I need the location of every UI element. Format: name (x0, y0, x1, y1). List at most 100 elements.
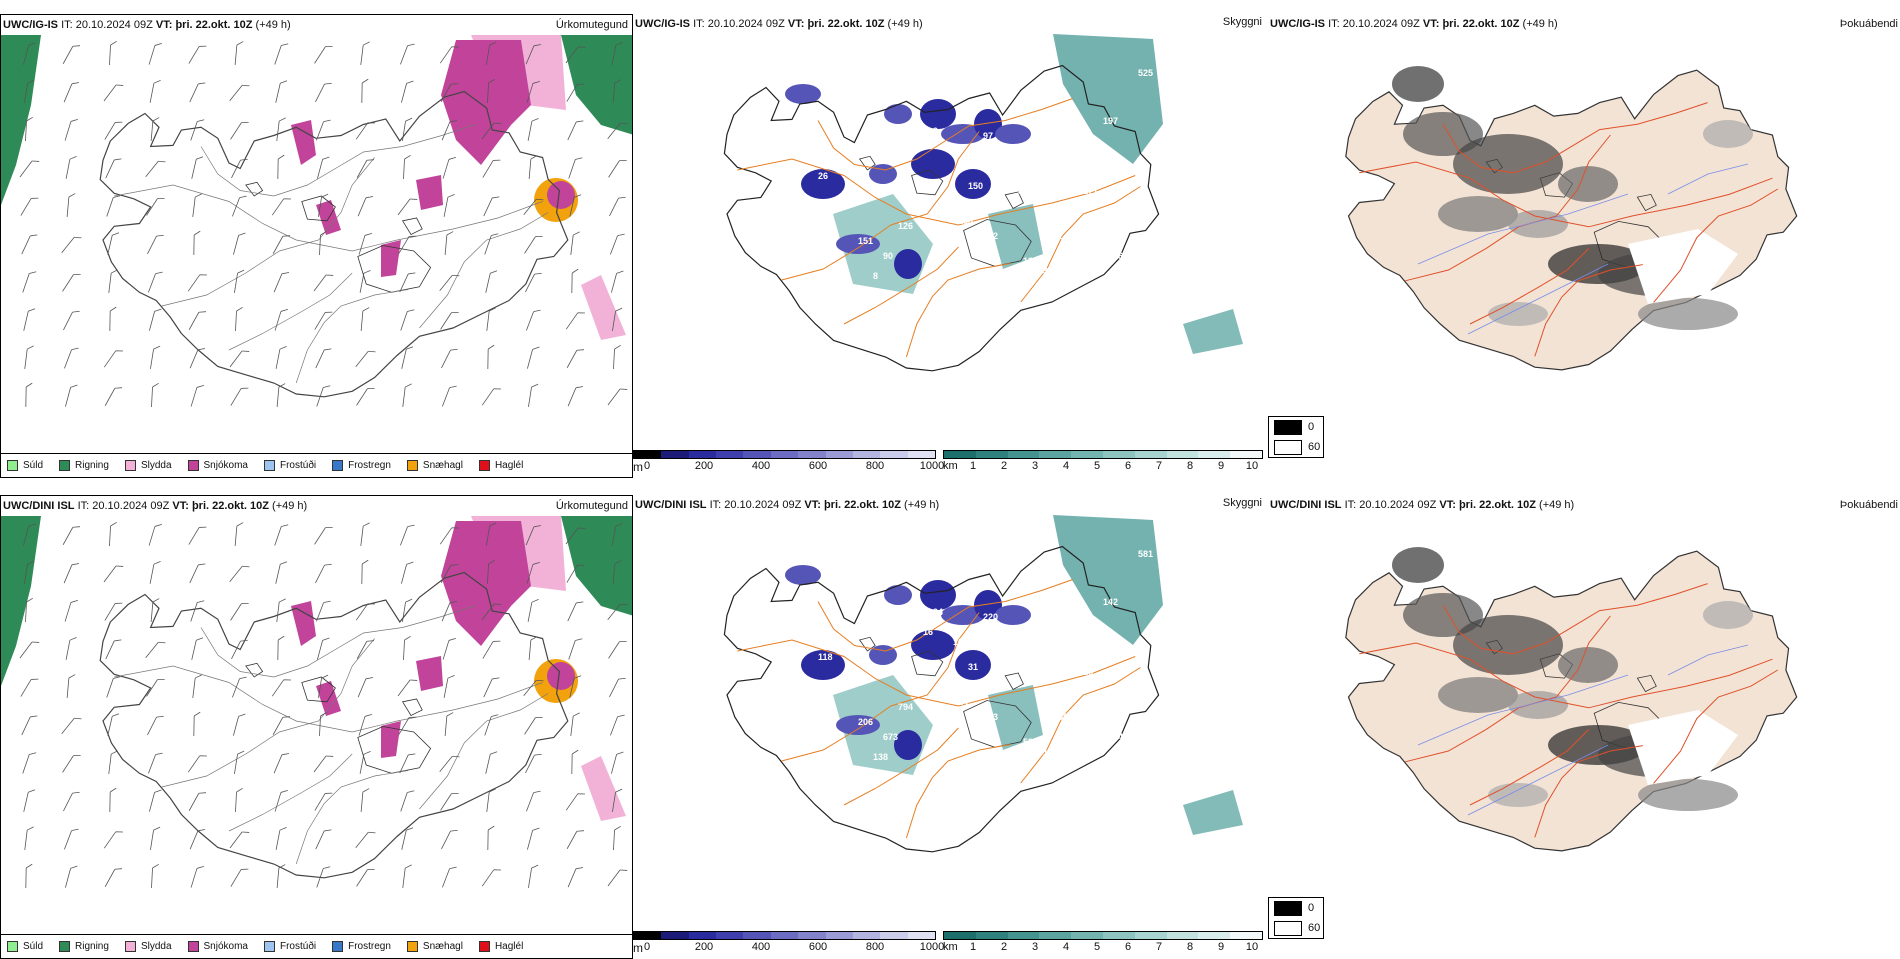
wind-barb (401, 308, 414, 333)
colorbar-tick: 600 (809, 941, 827, 953)
wind-barb (356, 829, 376, 851)
wind-barb (359, 232, 372, 257)
wind-barb (272, 196, 291, 219)
high-terrain-patch (920, 580, 956, 610)
visibility-value: 783 (963, 582, 978, 592)
wind-barb (65, 864, 77, 889)
colorbar-cell (908, 451, 935, 458)
wind-barb (608, 386, 627, 409)
colorbar-cell (853, 932, 880, 939)
wind-barb (24, 307, 35, 332)
wind-barb (110, 307, 116, 331)
colorbar-tick: 800 (866, 941, 884, 953)
wind-barb (188, 753, 207, 776)
wind-barb (529, 155, 537, 179)
wind-barb (402, 826, 413, 851)
high-terrain-patch (785, 565, 821, 585)
wind-barb (402, 117, 412, 142)
wind-barb (109, 522, 116, 546)
wind-barb (275, 789, 288, 814)
wind-barb (610, 713, 624, 738)
rain-area (561, 35, 633, 135)
wind-barb (488, 826, 494, 850)
wind-barb (403, 383, 412, 408)
wind-barb (234, 750, 244, 775)
wind-barb (315, 43, 333, 66)
visibility-value: 38 (1018, 186, 1028, 196)
fog-legend-row: 0 (1269, 417, 1323, 437)
wind-barb (571, 712, 580, 737)
wind-barb (361, 522, 370, 547)
wind-barb (62, 234, 82, 256)
fog-shading (1508, 210, 1568, 238)
wind-barb (525, 271, 541, 295)
road-line (419, 213, 548, 329)
rain-area (561, 516, 633, 616)
wind-barb (104, 829, 123, 852)
wind-barb (525, 233, 543, 256)
visibility-value: 12 (1088, 702, 1098, 712)
wind-barb (64, 827, 78, 852)
colorbar-cell (1230, 451, 1262, 458)
wind-barb (149, 523, 162, 548)
visibility-panel: UWC/DINI ISL IT: 20.10.2024 09Z VT: þri.… (633, 495, 1268, 959)
fog-shading (1392, 66, 1444, 102)
wind-barb (315, 790, 333, 814)
wind-barb (608, 867, 627, 890)
wind-barb (567, 347, 584, 371)
wind-barb (190, 827, 205, 851)
visibility-value: 9 (933, 126, 938, 136)
colorbar-tick: 800 (866, 460, 884, 472)
wind-barb (609, 638, 627, 661)
visibility-value: 126 (898, 221, 913, 231)
colorbar-cell (716, 451, 743, 458)
wind-barb (104, 563, 123, 586)
wind-barb (106, 637, 122, 661)
wind-barb (398, 677, 417, 700)
wind-barb (109, 750, 118, 775)
wind-barb (230, 829, 249, 852)
colorbar-tick: 6 (1125, 460, 1131, 472)
legend-swatch (332, 941, 343, 952)
wind-barb (278, 155, 284, 179)
legend-label: Frostregn (348, 460, 391, 471)
wind-barb (109, 41, 116, 65)
visibility-value: 165 (1113, 752, 1128, 762)
legend-item: Frostregn (332, 460, 391, 471)
wind-barb (401, 79, 413, 104)
wind-barb (401, 789, 414, 814)
colorbar-tick: 5 (1094, 941, 1100, 953)
snow-area (416, 175, 443, 210)
colorbar-cell (689, 451, 716, 458)
wind-barb (609, 157, 627, 180)
visibility-value: 31 (968, 662, 978, 672)
wind-barb (444, 674, 454, 699)
legend-swatch (407, 941, 418, 952)
legend-label: Rigning (75, 941, 109, 952)
legend-label: Frostúði (280, 460, 316, 471)
wind-barb (150, 826, 160, 851)
colorbar-tick: 9 (1218, 941, 1224, 953)
wind-barb (106, 156, 122, 180)
visibility-value: 129 (1023, 256, 1038, 266)
colorbar-tick: 3 (1032, 941, 1038, 953)
legend-item: Frostregn (332, 941, 391, 952)
wind-barb (230, 82, 250, 104)
wind-barb (445, 712, 453, 736)
colorbar-cell (1103, 451, 1135, 458)
snow-area (547, 662, 575, 690)
wind-barb (485, 232, 498, 257)
colorbar-tick: 2 (1001, 941, 1007, 953)
legend-swatch (7, 460, 18, 471)
wind-barb (107, 675, 120, 700)
wind-barb (189, 43, 207, 67)
wind-barb (63, 790, 79, 814)
wind-barb (63, 752, 81, 775)
wind-barb (315, 81, 331, 105)
legend-swatch (407, 460, 418, 471)
colorbar-cell (1167, 451, 1199, 458)
colorbar-tick: 10 (1246, 941, 1258, 953)
